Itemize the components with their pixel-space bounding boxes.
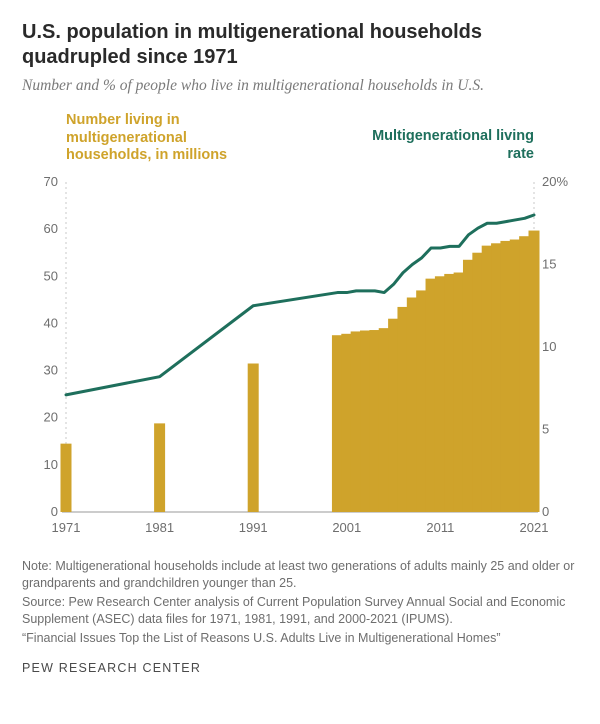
svg-text:70: 70 xyxy=(44,174,58,189)
bar xyxy=(454,273,465,512)
svg-text:20%: 20% xyxy=(542,174,568,189)
bar xyxy=(510,240,521,512)
svg-text:15: 15 xyxy=(542,257,556,272)
svg-text:10: 10 xyxy=(44,457,58,472)
chart-container: Number living in multigenerational house… xyxy=(22,108,578,548)
bar xyxy=(529,231,540,512)
svg-text:10: 10 xyxy=(542,339,556,354)
svg-text:2001: 2001 xyxy=(332,520,361,535)
chart-subtitle: Number and % of people who live in multi… xyxy=(22,76,578,96)
bar xyxy=(379,328,390,512)
chart-svg: 0 10 20 30 40 50 60 70 0 5 10 15 20% 1971 1981 1991 2001… xyxy=(22,108,578,548)
bar xyxy=(351,332,362,513)
report-text: “Financial Issues Top the List of Reason… xyxy=(22,630,578,647)
bar xyxy=(472,253,483,512)
note-text: Note: Multigenerational households inclu… xyxy=(22,558,578,592)
svg-text:30: 30 xyxy=(44,363,58,378)
bar xyxy=(482,246,493,512)
svg-text:0: 0 xyxy=(51,504,58,519)
bar xyxy=(248,364,259,513)
bar xyxy=(435,276,446,512)
bar xyxy=(332,335,343,512)
svg-text:40: 40 xyxy=(44,316,58,331)
svg-text:2011: 2011 xyxy=(426,520,454,535)
svg-text:1971: 1971 xyxy=(52,520,81,535)
bar xyxy=(397,307,408,512)
svg-text:5: 5 xyxy=(542,422,549,437)
svg-text:1981: 1981 xyxy=(145,520,174,535)
legend-left: Number living in multigenerational house… xyxy=(66,112,276,164)
svg-text:0: 0 xyxy=(542,504,549,519)
svg-text:60: 60 xyxy=(44,221,58,236)
chart-title: U.S. population in multigenerational hou… xyxy=(22,20,578,70)
bar xyxy=(360,331,371,513)
svg-text:20: 20 xyxy=(44,410,58,425)
bar xyxy=(154,424,165,513)
bar xyxy=(61,444,72,512)
svg-text:50: 50 xyxy=(44,268,58,283)
bar xyxy=(500,241,511,512)
bar xyxy=(519,236,530,512)
bar xyxy=(388,319,399,512)
svg-text:2021: 2021 xyxy=(520,520,549,535)
source-text: Source: Pew Research Center analysis of … xyxy=(22,594,578,628)
chart-notes: Note: Multigenerational households inclu… xyxy=(22,558,578,646)
bar xyxy=(463,260,474,512)
footer-attribution: PEW RESEARCH CENTER xyxy=(22,661,578,675)
svg-text:1991: 1991 xyxy=(239,520,268,535)
bar xyxy=(369,330,380,512)
bar xyxy=(444,274,455,512)
bar xyxy=(407,298,418,513)
bar xyxy=(426,279,437,512)
legend-right: Multigenerational living rate xyxy=(364,128,534,163)
bar xyxy=(416,291,427,513)
bar xyxy=(341,334,352,512)
bar xyxy=(491,243,502,512)
